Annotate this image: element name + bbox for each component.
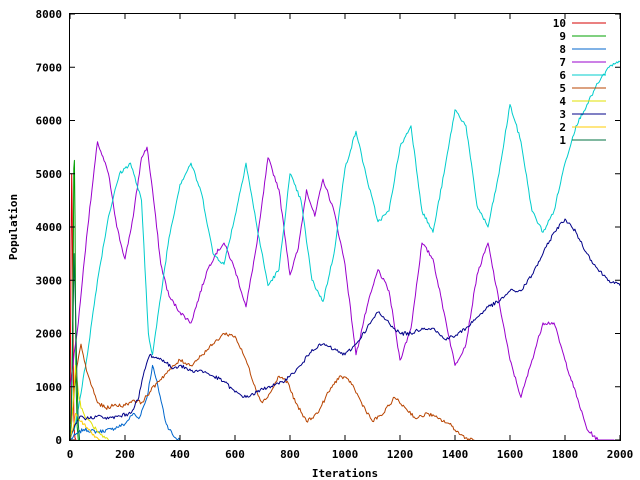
- x-tick-label: 800: [280, 448, 300, 461]
- x-tick-label: 600: [225, 448, 245, 461]
- x-tick-label: 1400: [442, 448, 469, 461]
- y-tick-label: 7000: [36, 61, 63, 74]
- legend-label-8: 8: [559, 43, 566, 56]
- legend-label-3: 3: [559, 108, 566, 121]
- series-line-5: [69, 332, 475, 441]
- legend-label-6: 6: [559, 69, 566, 82]
- y-tick-label: 6000: [36, 115, 63, 128]
- x-axis-label: Iterations: [312, 467, 378, 480]
- axis-ticks: 0 200 400 600 800 1000 1200 1400 1600 1800 2000 0 10…: [36, 8, 634, 461]
- y-tick-label: 0: [55, 434, 62, 447]
- series-lines: [69, 60, 621, 441]
- legend-label-1: 1: [559, 134, 566, 147]
- x-tick-label: 1000: [332, 448, 359, 461]
- series-line-8: [69, 364, 181, 441]
- series-line-7: [69, 141, 615, 441]
- x-tick-label: 200: [115, 448, 135, 461]
- series-line-4: [69, 364, 109, 441]
- legend-label-4: 4: [559, 95, 566, 108]
- legend-label-10: 10: [553, 17, 566, 30]
- legend-label-2: 2: [559, 121, 566, 134]
- legend-label-9: 9: [559, 30, 566, 43]
- x-tick-label: 400: [170, 448, 190, 461]
- y-tick-label: 8000: [36, 8, 63, 21]
- y-tick-label: 2000: [36, 328, 63, 341]
- legend-label-5: 5: [559, 82, 566, 95]
- y-tick-label: 3000: [36, 274, 63, 287]
- x-tick-label: 1200: [387, 448, 414, 461]
- x-tick-label: 2000: [607, 448, 634, 461]
- y-tick-label: 1000: [36, 381, 63, 394]
- plot-frame: [69, 13, 621, 441]
- x-tick-label: 1600: [497, 448, 524, 461]
- y-tick-label: 5000: [36, 168, 63, 181]
- series-line-2: [69, 412, 101, 441]
- series-line-3: [69, 218, 621, 441]
- x-tick-label: 0: [67, 448, 74, 461]
- x-tick-label: 1800: [552, 448, 579, 461]
- y-tick-label: 4000: [36, 221, 63, 234]
- legend-label-7: 7: [559, 56, 566, 69]
- y-axis-label: Population: [7, 194, 20, 260]
- series-line-6: [69, 60, 621, 441]
